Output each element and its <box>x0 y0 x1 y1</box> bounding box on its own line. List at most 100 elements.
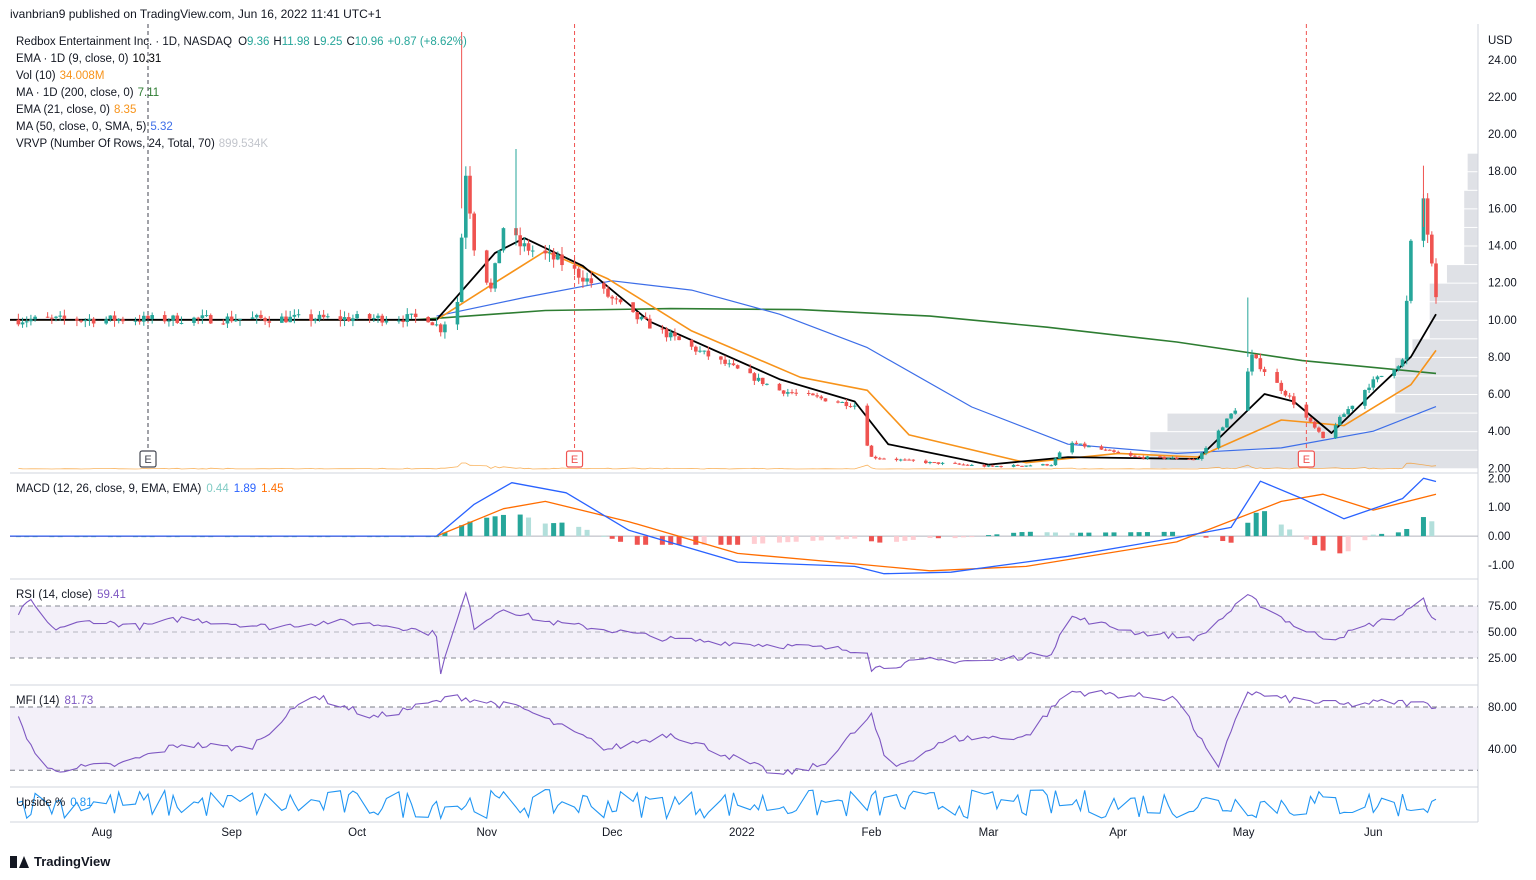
candle-body <box>961 464 966 466</box>
rsi-legend-value: 59.41 <box>97 589 126 601</box>
candle-body <box>719 356 723 360</box>
candle-body <box>1250 354 1254 372</box>
candle-body <box>526 243 531 251</box>
candle-body <box>1312 421 1317 428</box>
vrvp-row <box>1167 413 1478 432</box>
candle-body <box>965 464 970 466</box>
candle-body <box>438 324 443 333</box>
macd-tick-label: -1.00 <box>1488 560 1514 572</box>
macd-hist-bar <box>1420 517 1426 537</box>
legend-symbol-sep: · 1D, NASDAQ <box>152 36 232 48</box>
candle-body <box>150 315 154 319</box>
candle-body <box>1275 372 1279 383</box>
macd-hist-bar <box>643 536 649 545</box>
vrvp-row <box>1395 376 1478 395</box>
time-axis-label: Jun <box>1364 827 1383 839</box>
candle-body <box>1045 464 1049 466</box>
mfi-tick-label: 80.00 <box>1488 702 1517 714</box>
macd-hist-bar <box>668 536 674 545</box>
macd-hist-bar <box>1203 536 1209 538</box>
candle-body <box>1174 457 1179 459</box>
axes: 24.00 22.00 20.00 18.00 16.00 14.00 12.00 10.00… <box>92 55 1517 839</box>
candle-body <box>434 324 439 326</box>
candle-body <box>1108 449 1112 451</box>
upside-legend: Upside % 0.81 <box>16 797 93 809</box>
candle-body <box>869 445 874 457</box>
vrvp-row <box>1446 265 1478 283</box>
candle-body <box>33 316 37 320</box>
candle-body <box>1367 387 1371 391</box>
mfi-legend-label: MFI (14) <box>16 695 60 707</box>
time-axis-label: Nov <box>477 827 498 839</box>
time-axis-label: Mar <box>979 827 999 839</box>
candle-body <box>146 315 150 319</box>
candle-body <box>355 314 359 319</box>
time-axis-label: Oct <box>348 827 367 839</box>
legend-ma50-value: 5.32 <box>150 121 172 133</box>
macd-hist-bar <box>1395 532 1401 537</box>
macd-hist-bar <box>1086 532 1092 537</box>
svg-text:MA · 1D (200, close, 0)7.11: MA · 1D (200, close, 0) 7.11 <box>16 87 159 99</box>
candle-body <box>1396 366 1401 370</box>
earnings-marker-label: E <box>571 454 578 466</box>
price-legend: Redbox Entertainment Inc. · 1D, NASDAQ O9… <box>16 36 467 150</box>
candle-body <box>171 315 175 321</box>
legend-ema9-label: EMA · 1D (9, close, 0) <box>16 53 129 65</box>
candle-body <box>576 268 581 278</box>
candle-body <box>501 228 506 251</box>
candle-body <box>811 393 815 396</box>
vrvp-row <box>1464 246 1478 265</box>
legend-ema21-value: 8.35 <box>114 104 136 116</box>
candle-body <box>1220 427 1225 431</box>
candle-body <box>836 401 840 403</box>
ma200-line <box>415 307 1437 375</box>
candle-body <box>1016 464 1020 466</box>
candle-body <box>819 396 824 399</box>
macd-hist-bar <box>1287 529 1293 537</box>
candle-body <box>24 321 29 323</box>
macd-legend-label: MACD (12, 26, close, 9, EMA, EMA) <box>16 483 202 495</box>
rsi-tick-label: 25.00 <box>1488 653 1517 665</box>
candle-body <box>1128 452 1133 456</box>
legend-ema21-label: EMA (21, close, 0) <box>16 104 110 116</box>
candle-body <box>1379 375 1384 377</box>
rsi-pane <box>17 591 1437 675</box>
price-tick-label: 14.00 <box>1488 241 1517 253</box>
macd-hist-bar <box>676 536 682 545</box>
macd-hist-bar <box>484 517 490 537</box>
candle-body <box>175 315 180 323</box>
legend-close: 10.96 <box>355 36 384 48</box>
candle-body <box>196 317 200 319</box>
candle-body <box>54 316 58 318</box>
mfi-legend-value: 81.73 <box>64 695 93 707</box>
macd-hist-bar <box>526 517 532 537</box>
candle-body <box>1279 382 1284 391</box>
candle-body <box>1070 442 1074 453</box>
candle-body <box>631 302 635 313</box>
macd-tick-label: 0.00 <box>1488 531 1510 543</box>
candle-body <box>614 298 619 300</box>
candle-body <box>852 405 857 407</box>
price-tick-label: 20.00 <box>1488 129 1517 141</box>
vrvp-row <box>1464 227 1478 246</box>
time-axis-label: May <box>1233 827 1255 839</box>
legend-low: 9.25 <box>320 36 342 48</box>
candle-body <box>585 278 589 282</box>
macd-tick-label: 1.00 <box>1488 502 1510 514</box>
candle-body <box>756 377 761 381</box>
candle-body <box>443 324 447 333</box>
candle-body <box>1425 198 1430 235</box>
legend-ma200-value: 7.11 <box>138 87 160 99</box>
candle-body <box>556 254 560 260</box>
candle-body <box>786 392 790 394</box>
price-tick-label: 10.00 <box>1488 315 1517 327</box>
macd-tick-label: 2.00 <box>1488 473 1510 485</box>
vrvp-row <box>1429 283 1478 302</box>
candle-body <box>62 315 67 319</box>
candle-body <box>1392 369 1396 376</box>
volume-line <box>18 462 1437 470</box>
candle-body <box>694 346 698 352</box>
macd-signal-line <box>10 493 1437 572</box>
candle-body <box>940 462 945 464</box>
